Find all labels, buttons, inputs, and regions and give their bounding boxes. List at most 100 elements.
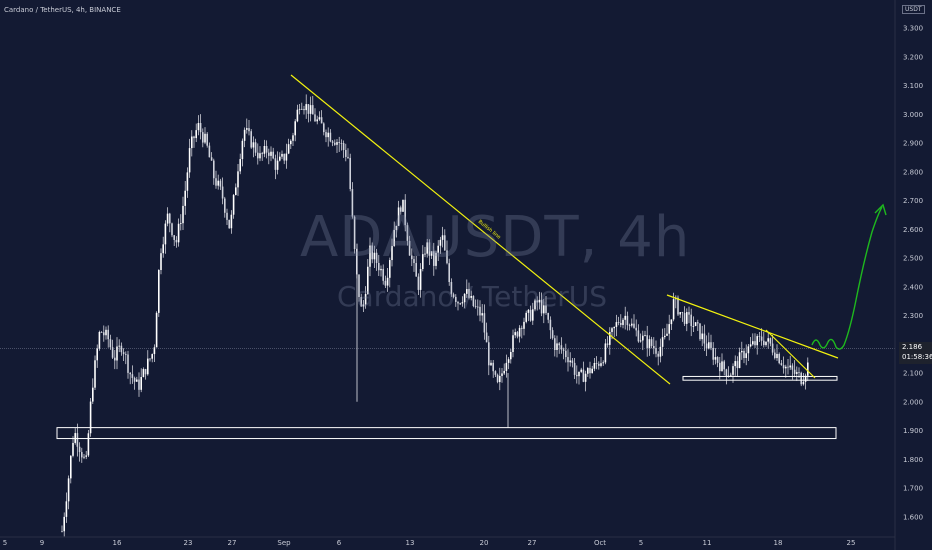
candle-body [679,312,681,315]
candle-body [611,328,613,332]
candle-body [796,372,798,374]
candle-body [92,387,94,402]
candle-body [631,323,633,326]
bullish-trendline [290,74,671,385]
candle-body [87,433,90,456]
bar-countdown: 01:58:36 [902,353,932,361]
candle-body [336,142,338,145]
candle-body [512,335,514,353]
candle-body [206,133,208,146]
candle-body [444,235,446,251]
candle-body [617,322,620,323]
candle-body [175,239,178,243]
candle-body [455,296,457,302]
candle-body [441,235,444,240]
candle-body [270,151,272,156]
candle-body [571,360,574,363]
candle-body [769,338,772,344]
candle-body [545,305,547,313]
candle-body [578,371,580,377]
candle-body [362,304,365,307]
candle-body [195,130,197,139]
candle-body [307,104,310,114]
candle-body [692,325,695,327]
candle-body [804,375,807,382]
candle-body [127,354,129,373]
candle-body [347,156,349,158]
candle-body [100,331,103,333]
candle-body [569,360,571,363]
projection-path [811,206,883,350]
candle-body [771,343,774,353]
candle-body [668,324,670,334]
candle-body [76,433,79,447]
candle-body [103,332,105,336]
y-tick-label: 2.900 [903,140,923,148]
candle-body [248,128,250,132]
candle-body [109,339,112,348]
candle-body [510,352,512,360]
candle-body [400,207,402,212]
candle-body [782,365,785,369]
candle-body [426,242,428,254]
candle-body [807,362,809,376]
candle-body [180,223,182,225]
candle-body [345,149,347,157]
candle-body [499,375,501,383]
candle-body [276,160,279,170]
candle-body [763,340,765,346]
candle-body [477,306,479,308]
candle-body [204,133,206,143]
candle-body [490,362,492,366]
candle-body [81,452,83,458]
candle-body [329,132,332,142]
candle-body [666,333,668,336]
candle-body [430,251,433,256]
x-tick-label: 9 [40,539,44,547]
candle-body [391,245,393,261]
candle-body [732,366,734,375]
candle-body [221,186,224,199]
candle-body [549,319,552,331]
candle-body [468,289,470,298]
candle-body [642,335,644,341]
candle-body [158,270,160,313]
candle-body [593,362,596,369]
candle-body [609,331,611,345]
y-tick-label: 1.700 [903,485,923,493]
candle-body [182,205,184,224]
candle-body [637,330,640,342]
candle-body [316,119,318,122]
candle-body [125,354,127,355]
candle-body [279,156,281,161]
currency-unit[interactable]: USDT [902,5,925,14]
candle-body [701,333,703,340]
candle-body [406,225,409,241]
candle-body [767,338,769,342]
candle-body [534,300,536,310]
candle-body [521,327,523,329]
candle-body [265,145,268,153]
candle-body [274,158,277,170]
candle-body [705,343,708,349]
candle-body [774,352,776,359]
candle-body [78,446,81,453]
candle-body [778,353,780,364]
candle-body [74,433,76,443]
symbol-title[interactable]: Cardano / TetherUS, 4h, BINANCE [4,6,121,14]
candle-body [433,251,435,266]
candle-body [560,345,563,350]
candle-body [393,230,395,246]
candle-body [340,142,343,144]
candle-body [802,381,805,385]
candle-body [290,140,292,145]
last-price-label: 2.186 01:58:36 [899,342,932,364]
y-tick-label: 3.100 [903,82,923,90]
candle-body [415,263,417,277]
candle-body [699,323,701,340]
x-tick-label: 27 [528,539,537,547]
candle-body [208,145,211,158]
candle-body [320,117,323,124]
candle-body [98,331,101,349]
